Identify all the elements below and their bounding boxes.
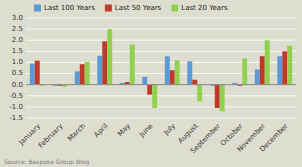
bar bbox=[282, 51, 287, 84]
legend-label: Last 50 Years bbox=[115, 4, 162, 12]
legend-label: Last 100 Years bbox=[44, 4, 95, 12]
grid-line bbox=[26, 62, 296, 63]
grid bbox=[26, 18, 296, 118]
bars bbox=[30, 29, 292, 111]
x-tick-label: December bbox=[258, 122, 289, 153]
y-tick-label: 2.0 bbox=[12, 36, 23, 44]
bar bbox=[165, 56, 170, 84]
grid-line bbox=[26, 18, 296, 19]
legend-swatch bbox=[34, 5, 41, 12]
bar bbox=[152, 85, 157, 108]
bar bbox=[187, 61, 192, 84]
x-tick-label: March bbox=[66, 122, 87, 143]
page: {"chart_data": {"type": "bar", "categori… bbox=[0, 0, 302, 167]
y-tick-label: -0.5 bbox=[9, 92, 23, 100]
chart: -1.5-1.0-0.50.00.51.01.52.02.53.0January… bbox=[0, 0, 302, 167]
bar bbox=[277, 56, 282, 84]
bar bbox=[220, 85, 225, 112]
grid-line bbox=[26, 106, 296, 107]
x-axis: JanuaryFebruaryMarchAprilMayJuneJulyAugu… bbox=[17, 122, 290, 155]
legend-swatch bbox=[171, 5, 178, 12]
bar bbox=[142, 77, 147, 85]
bar bbox=[102, 41, 107, 84]
y-tick-label: 2.5 bbox=[12, 25, 23, 33]
grid-line bbox=[26, 95, 296, 96]
x-tick-label: September bbox=[189, 122, 222, 155]
bar bbox=[192, 80, 197, 85]
x-tick-label: May bbox=[116, 122, 132, 138]
grid-line bbox=[26, 40, 296, 41]
bar bbox=[130, 45, 135, 85]
y-tick-label: 1.5 bbox=[12, 47, 23, 55]
bar bbox=[97, 56, 102, 85]
x-tick-label: June bbox=[137, 122, 154, 139]
bar bbox=[85, 62, 90, 85]
y-tick-label: 1.0 bbox=[12, 58, 23, 66]
x-tick-label: July bbox=[162, 122, 177, 137]
bar bbox=[215, 85, 220, 108]
y-tick-label: -1.5 bbox=[9, 114, 23, 122]
bar bbox=[107, 29, 112, 85]
x-tick-label: April bbox=[93, 122, 110, 139]
y-tick-label: 3.0 bbox=[12, 14, 23, 22]
bar bbox=[170, 70, 175, 84]
bar bbox=[35, 61, 40, 85]
bar bbox=[30, 64, 35, 85]
y-tick-label: 0.5 bbox=[12, 69, 23, 77]
grid-line bbox=[26, 118, 296, 119]
bar bbox=[197, 85, 202, 102]
bar bbox=[175, 60, 180, 84]
legend-label: Last 20 Years bbox=[181, 4, 228, 12]
bar bbox=[242, 58, 247, 84]
bar bbox=[265, 40, 270, 84]
y-tick-label: 0.0 bbox=[12, 81, 23, 89]
bar bbox=[75, 71, 80, 84]
y-tick-label: -1.0 bbox=[9, 103, 23, 111]
grid-line bbox=[26, 51, 296, 52]
source-note: Source: Bespoke Group Blog bbox=[4, 158, 89, 166]
zero-line bbox=[26, 84, 296, 85]
x-tick-label: February bbox=[37, 122, 65, 150]
legend-swatch bbox=[105, 5, 112, 12]
bar bbox=[287, 46, 292, 85]
y-axis: -1.5 -1.0 -0.5 0.0 0.5 1.0 1.5 2.0 2.5 3.0 bbox=[9, 14, 23, 122]
bar bbox=[147, 85, 152, 95]
grid-line bbox=[26, 29, 296, 30]
bar bbox=[260, 56, 265, 84]
bar bbox=[255, 70, 260, 85]
legend: Last 100 Years Last 50 Years Last 20 Years bbox=[34, 4, 228, 12]
bar bbox=[80, 64, 85, 84]
